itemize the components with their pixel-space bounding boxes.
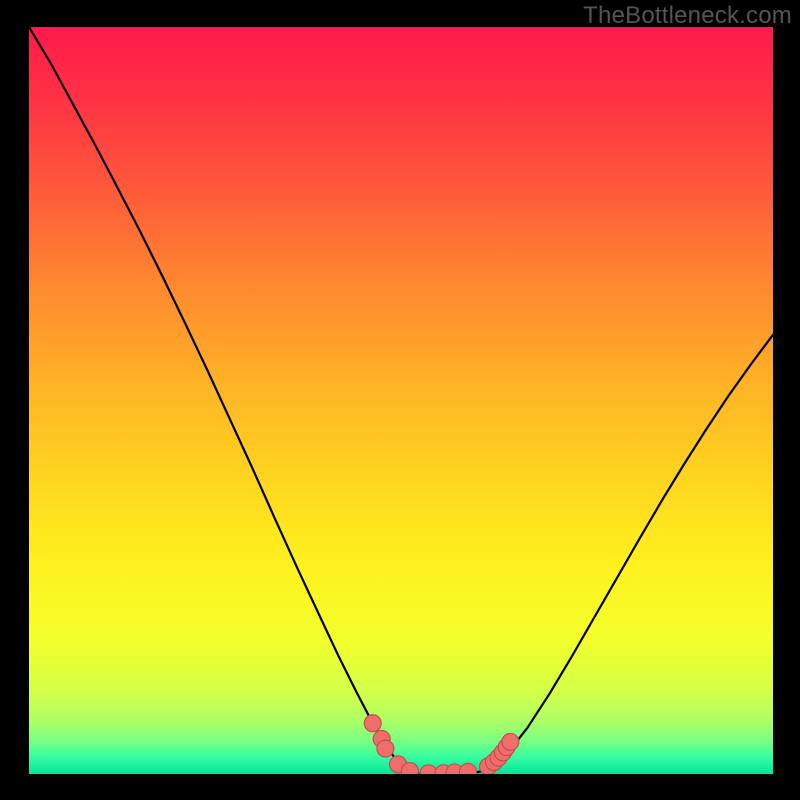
data-marker [377, 740, 394, 757]
data-marker [364, 715, 381, 732]
chart-stage: TheBottleneck.com [0, 0, 800, 800]
bottleneck-chart [29, 27, 773, 774]
gradient-background [29, 27, 773, 774]
watermark-text: TheBottleneck.com [583, 2, 792, 30]
plot-area [29, 27, 773, 774]
data-marker [502, 733, 519, 750]
data-marker [401, 763, 418, 774]
